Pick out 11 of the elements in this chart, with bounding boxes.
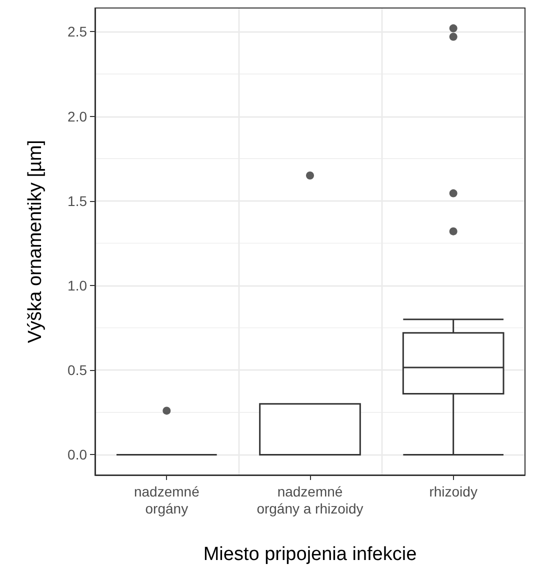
y-tick-label: 0.0: [68, 446, 88, 463]
y-tick-label: 2.5: [68, 24, 88, 40]
y-axis-title: Výška ornamentiky [µm]: [25, 140, 46, 344]
y-tick-label: 1.5: [68, 192, 88, 209]
x-tick-label: nadzemné orgány: [134, 484, 200, 516]
x-tick-label: rhizoidy: [429, 484, 478, 500]
y-tick-label: 1.0: [68, 277, 88, 294]
x-tick-label: nadzemné orgány a rhizoidy: [256, 484, 364, 516]
x-axis-title: Miesto pripojenia infekcie: [203, 544, 417, 565]
y-tick-label: 2.0: [68, 108, 88, 124]
y-tick-label: 0.5: [68, 362, 88, 378]
